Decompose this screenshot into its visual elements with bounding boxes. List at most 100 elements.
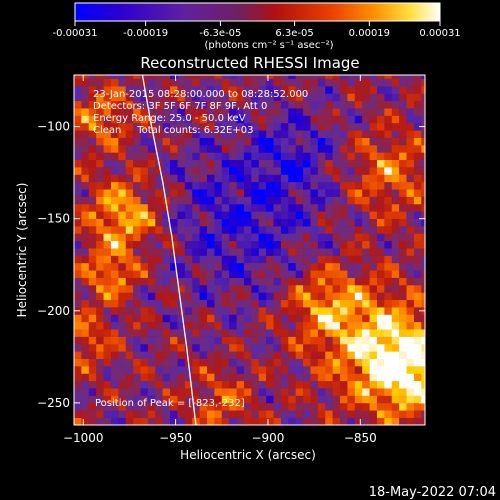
heatmap-cell: [325, 226, 333, 234]
heatmap-cell: [332, 174, 341, 183]
heatmap-cell: [347, 93, 356, 102]
heatmap-cell: [243, 248, 252, 256]
heatmap-cell: [369, 388, 378, 396]
heatmap-cell: [399, 167, 407, 175]
info-line-counts: Clean Total counts: 6.32E+03: [93, 125, 253, 136]
heatmap-cell: [133, 152, 141, 161]
heatmap-cell: [347, 78, 356, 87]
heatmap-cell: [273, 159, 282, 168]
heatmap-cell: [170, 277, 178, 286]
heatmap-cell: [103, 388, 112, 396]
heatmap-cell: [207, 100, 215, 109]
heatmap-cell: [362, 366, 370, 374]
heatmap-cell: [125, 196, 134, 205]
heatmap-cell: [155, 270, 163, 278]
heatmap-cell: [295, 75, 304, 79]
heatmap-cell: [147, 248, 156, 256]
heatmap-cell: [118, 373, 127, 382]
heatmap-cell: [354, 285, 363, 293]
heatmap-cell: [273, 75, 282, 79]
heatmap-cell: [376, 262, 385, 271]
heatmap-cell: [421, 167, 425, 175]
heatmap-cell: [384, 218, 393, 227]
heatmap-cell: [273, 86, 282, 94]
heatmap-cell: [325, 203, 333, 212]
heatmap-cell: [354, 159, 363, 168]
heatmap-cell: [103, 86, 112, 94]
heatmap-cell: [332, 159, 341, 168]
heatmap-cell: [391, 343, 400, 352]
heatmap-cell: [221, 395, 230, 404]
heatmap-cell: [310, 181, 319, 190]
heatmap-cell: [192, 262, 200, 271]
heatmap-cell: [243, 189, 252, 197]
heatmap-cell: [384, 130, 393, 138]
heatmap-cell: [325, 93, 333, 102]
heatmap-cell: [221, 321, 230, 330]
heatmap-cell: [162, 226, 171, 234]
heatmap-cell: [214, 167, 223, 175]
heatmap-cell: [258, 299, 267, 308]
heatmap-cell: [162, 78, 171, 87]
heatmap-cell: [295, 174, 304, 183]
heatmap-cell: [273, 336, 282, 345]
heatmap-cell: [110, 292, 119, 301]
heatmap-cell: [214, 218, 223, 227]
heatmap-cell: [340, 181, 348, 190]
heatmap-cell: [369, 226, 378, 234]
heatmap-cell: [251, 189, 260, 197]
heatmap-cell: [354, 307, 363, 315]
heatmap-cell: [199, 115, 208, 124]
heatmap-cell: [133, 174, 141, 183]
heatmap-cell: [88, 108, 97, 116]
heatmap-cell: [88, 226, 97, 234]
heatmap-cell: [399, 314, 407, 323]
heatmap-cell: [280, 270, 289, 278]
footer-timestamp: 18-May-2022 07:04: [369, 485, 496, 500]
heatmap-cell: [155, 218, 163, 227]
heatmap-cell: [221, 240, 230, 249]
heatmap-cell: [140, 93, 149, 102]
heatmap-cell: [170, 351, 178, 359]
heatmap-cell: [251, 410, 260, 418]
heatmap-cell: [221, 167, 230, 175]
heatmap-cell: [376, 108, 385, 116]
heatmap-cell: [288, 218, 296, 227]
heatmap-cell: [118, 410, 127, 418]
heatmap-cell: [74, 395, 82, 404]
heatmap-cell: [340, 167, 348, 175]
heatmap-cell: [406, 130, 415, 138]
heatmap-cell: [251, 277, 260, 286]
heatmap-cell: [317, 358, 326, 367]
heatmap-cell: [207, 203, 215, 212]
heatmap-cell: [125, 86, 134, 94]
heatmap-cell: [406, 329, 415, 337]
heatmap-cell: [81, 75, 90, 79]
heatmap-cell: [133, 211, 141, 219]
heatmap-cell: [421, 366, 425, 374]
heatmap-cell: [236, 292, 245, 301]
heatmap-cell: [384, 86, 393, 94]
heatmap-cell: [147, 167, 156, 175]
heatmap-cell: [88, 248, 97, 256]
heatmap-cell: [96, 226, 104, 234]
heatmap-cell: [251, 380, 260, 389]
heatmap-cell: [354, 248, 363, 256]
heatmap-cell: [317, 78, 326, 87]
heatmap-cell: [184, 115, 193, 124]
heatmap-cell: [184, 402, 193, 411]
heatmap-cell: [118, 159, 127, 168]
heatmap-cell: [125, 218, 134, 227]
heatmap-cell: [133, 329, 141, 337]
heatmap-cell: [258, 329, 267, 337]
heatmap-cell: [369, 196, 378, 205]
heatmap-cell: [243, 145, 252, 153]
heatmap-cell: [229, 75, 237, 79]
colorbar-tick-label: 0.00019: [349, 28, 390, 39]
heatmap-cell: [376, 115, 385, 124]
heatmap-cell: [133, 122, 141, 131]
heatmap-cell: [147, 292, 156, 301]
heatmap-cell: [221, 86, 230, 94]
heatmap-cell: [133, 159, 141, 168]
heatmap-cell: [177, 75, 186, 79]
